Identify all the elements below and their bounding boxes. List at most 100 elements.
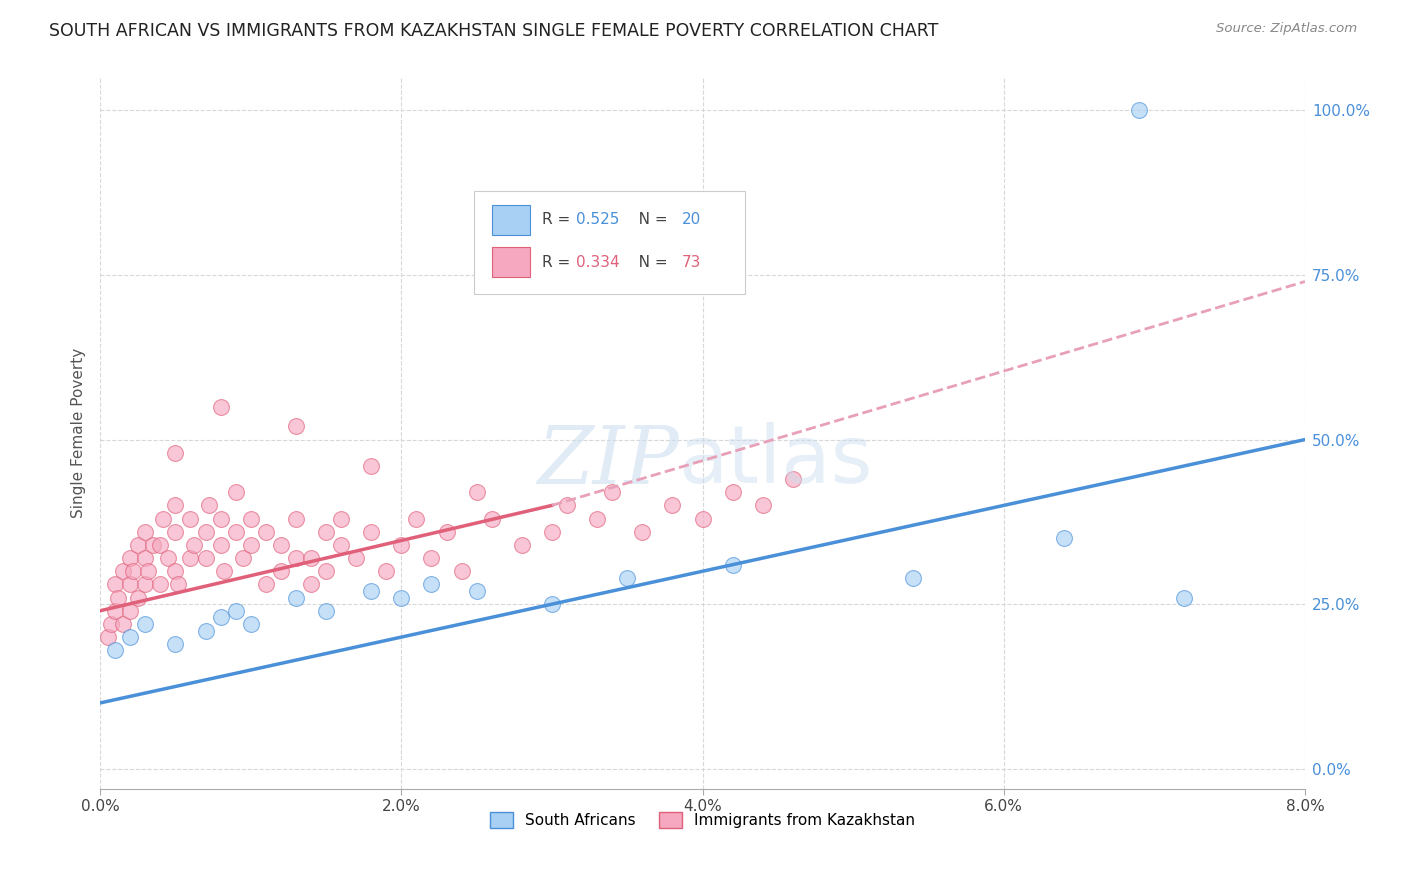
Point: [254, 524, 277, 539]
Point: [179, 511, 201, 525]
Text: N =: N =: [624, 212, 672, 227]
Point: [194, 624, 217, 638]
Point: [465, 584, 488, 599]
Point: [179, 551, 201, 566]
Point: [405, 511, 427, 525]
Point: [134, 524, 156, 539]
Point: [134, 551, 156, 566]
Point: [97, 630, 120, 644]
Point: [360, 458, 382, 473]
Text: R =: R =: [543, 212, 575, 227]
Point: [510, 538, 533, 552]
Point: [183, 538, 205, 552]
Point: [165, 446, 187, 460]
Point: [465, 485, 488, 500]
Point: [104, 577, 127, 591]
Point: [232, 551, 254, 566]
Point: [149, 577, 172, 591]
Point: [631, 524, 654, 539]
Point: [315, 524, 337, 539]
Point: [127, 591, 149, 605]
Point: [239, 538, 262, 552]
Point: [111, 616, 134, 631]
Point: [782, 472, 804, 486]
Text: SOUTH AFRICAN VS IMMIGRANTS FROM KAZAKHSTAN SINGLE FEMALE POVERTY CORRELATION CH: SOUTH AFRICAN VS IMMIGRANTS FROM KAZAKHS…: [49, 22, 939, 40]
Point: [420, 551, 443, 566]
Point: [149, 538, 172, 552]
FancyBboxPatch shape: [492, 247, 530, 277]
Legend: South Africans, Immigrants from Kazakhstan: South Africans, Immigrants from Kazakhst…: [484, 806, 921, 834]
Point: [692, 511, 714, 525]
Point: [165, 564, 187, 578]
Text: 73: 73: [682, 255, 702, 269]
Point: [225, 604, 247, 618]
FancyBboxPatch shape: [474, 191, 745, 294]
Point: [107, 591, 129, 605]
Point: [142, 538, 165, 552]
Point: [1053, 532, 1076, 546]
Point: [104, 643, 127, 657]
Point: [541, 524, 564, 539]
Point: [436, 524, 458, 539]
Point: [450, 564, 472, 578]
Text: 20: 20: [682, 212, 702, 227]
Point: [239, 616, 262, 631]
Point: [541, 597, 564, 611]
Point: [420, 577, 443, 591]
Point: [194, 524, 217, 539]
Point: [752, 499, 775, 513]
Point: [167, 577, 190, 591]
Point: [100, 616, 122, 631]
Point: [721, 485, 744, 500]
Text: atlas: atlas: [679, 423, 873, 500]
Point: [299, 577, 322, 591]
Y-axis label: Single Female Poverty: Single Female Poverty: [72, 348, 86, 518]
Point: [127, 538, 149, 552]
Point: [299, 551, 322, 566]
Point: [360, 524, 382, 539]
Point: [315, 604, 337, 618]
Point: [134, 577, 156, 591]
Point: [225, 485, 247, 500]
Point: [194, 551, 217, 566]
Point: [389, 591, 412, 605]
Point: [1173, 591, 1195, 605]
Point: [661, 499, 683, 513]
Point: [481, 511, 503, 525]
Point: [134, 616, 156, 631]
Point: [600, 485, 623, 500]
Point: [555, 499, 578, 513]
Text: ZIP: ZIP: [537, 423, 679, 500]
Point: [122, 564, 145, 578]
Point: [120, 577, 142, 591]
Point: [225, 524, 247, 539]
Point: [284, 419, 307, 434]
Point: [903, 571, 925, 585]
Point: [375, 564, 398, 578]
Point: [360, 584, 382, 599]
Text: N =: N =: [624, 255, 672, 269]
Point: [120, 604, 142, 618]
Point: [239, 511, 262, 525]
Point: [209, 610, 232, 624]
Point: [254, 577, 277, 591]
Point: [1128, 103, 1150, 118]
Point: [165, 637, 187, 651]
Point: [212, 564, 235, 578]
Point: [284, 591, 307, 605]
Point: [344, 551, 367, 566]
Point: [330, 511, 353, 525]
Point: [165, 524, 187, 539]
Point: [284, 511, 307, 525]
Point: [270, 564, 292, 578]
FancyBboxPatch shape: [492, 205, 530, 235]
Text: 0.334: 0.334: [576, 255, 620, 269]
Point: [315, 564, 337, 578]
Point: [330, 538, 353, 552]
Point: [284, 551, 307, 566]
Point: [165, 499, 187, 513]
Point: [152, 511, 174, 525]
Text: 0.525: 0.525: [576, 212, 620, 227]
Point: [156, 551, 179, 566]
Point: [616, 571, 638, 585]
